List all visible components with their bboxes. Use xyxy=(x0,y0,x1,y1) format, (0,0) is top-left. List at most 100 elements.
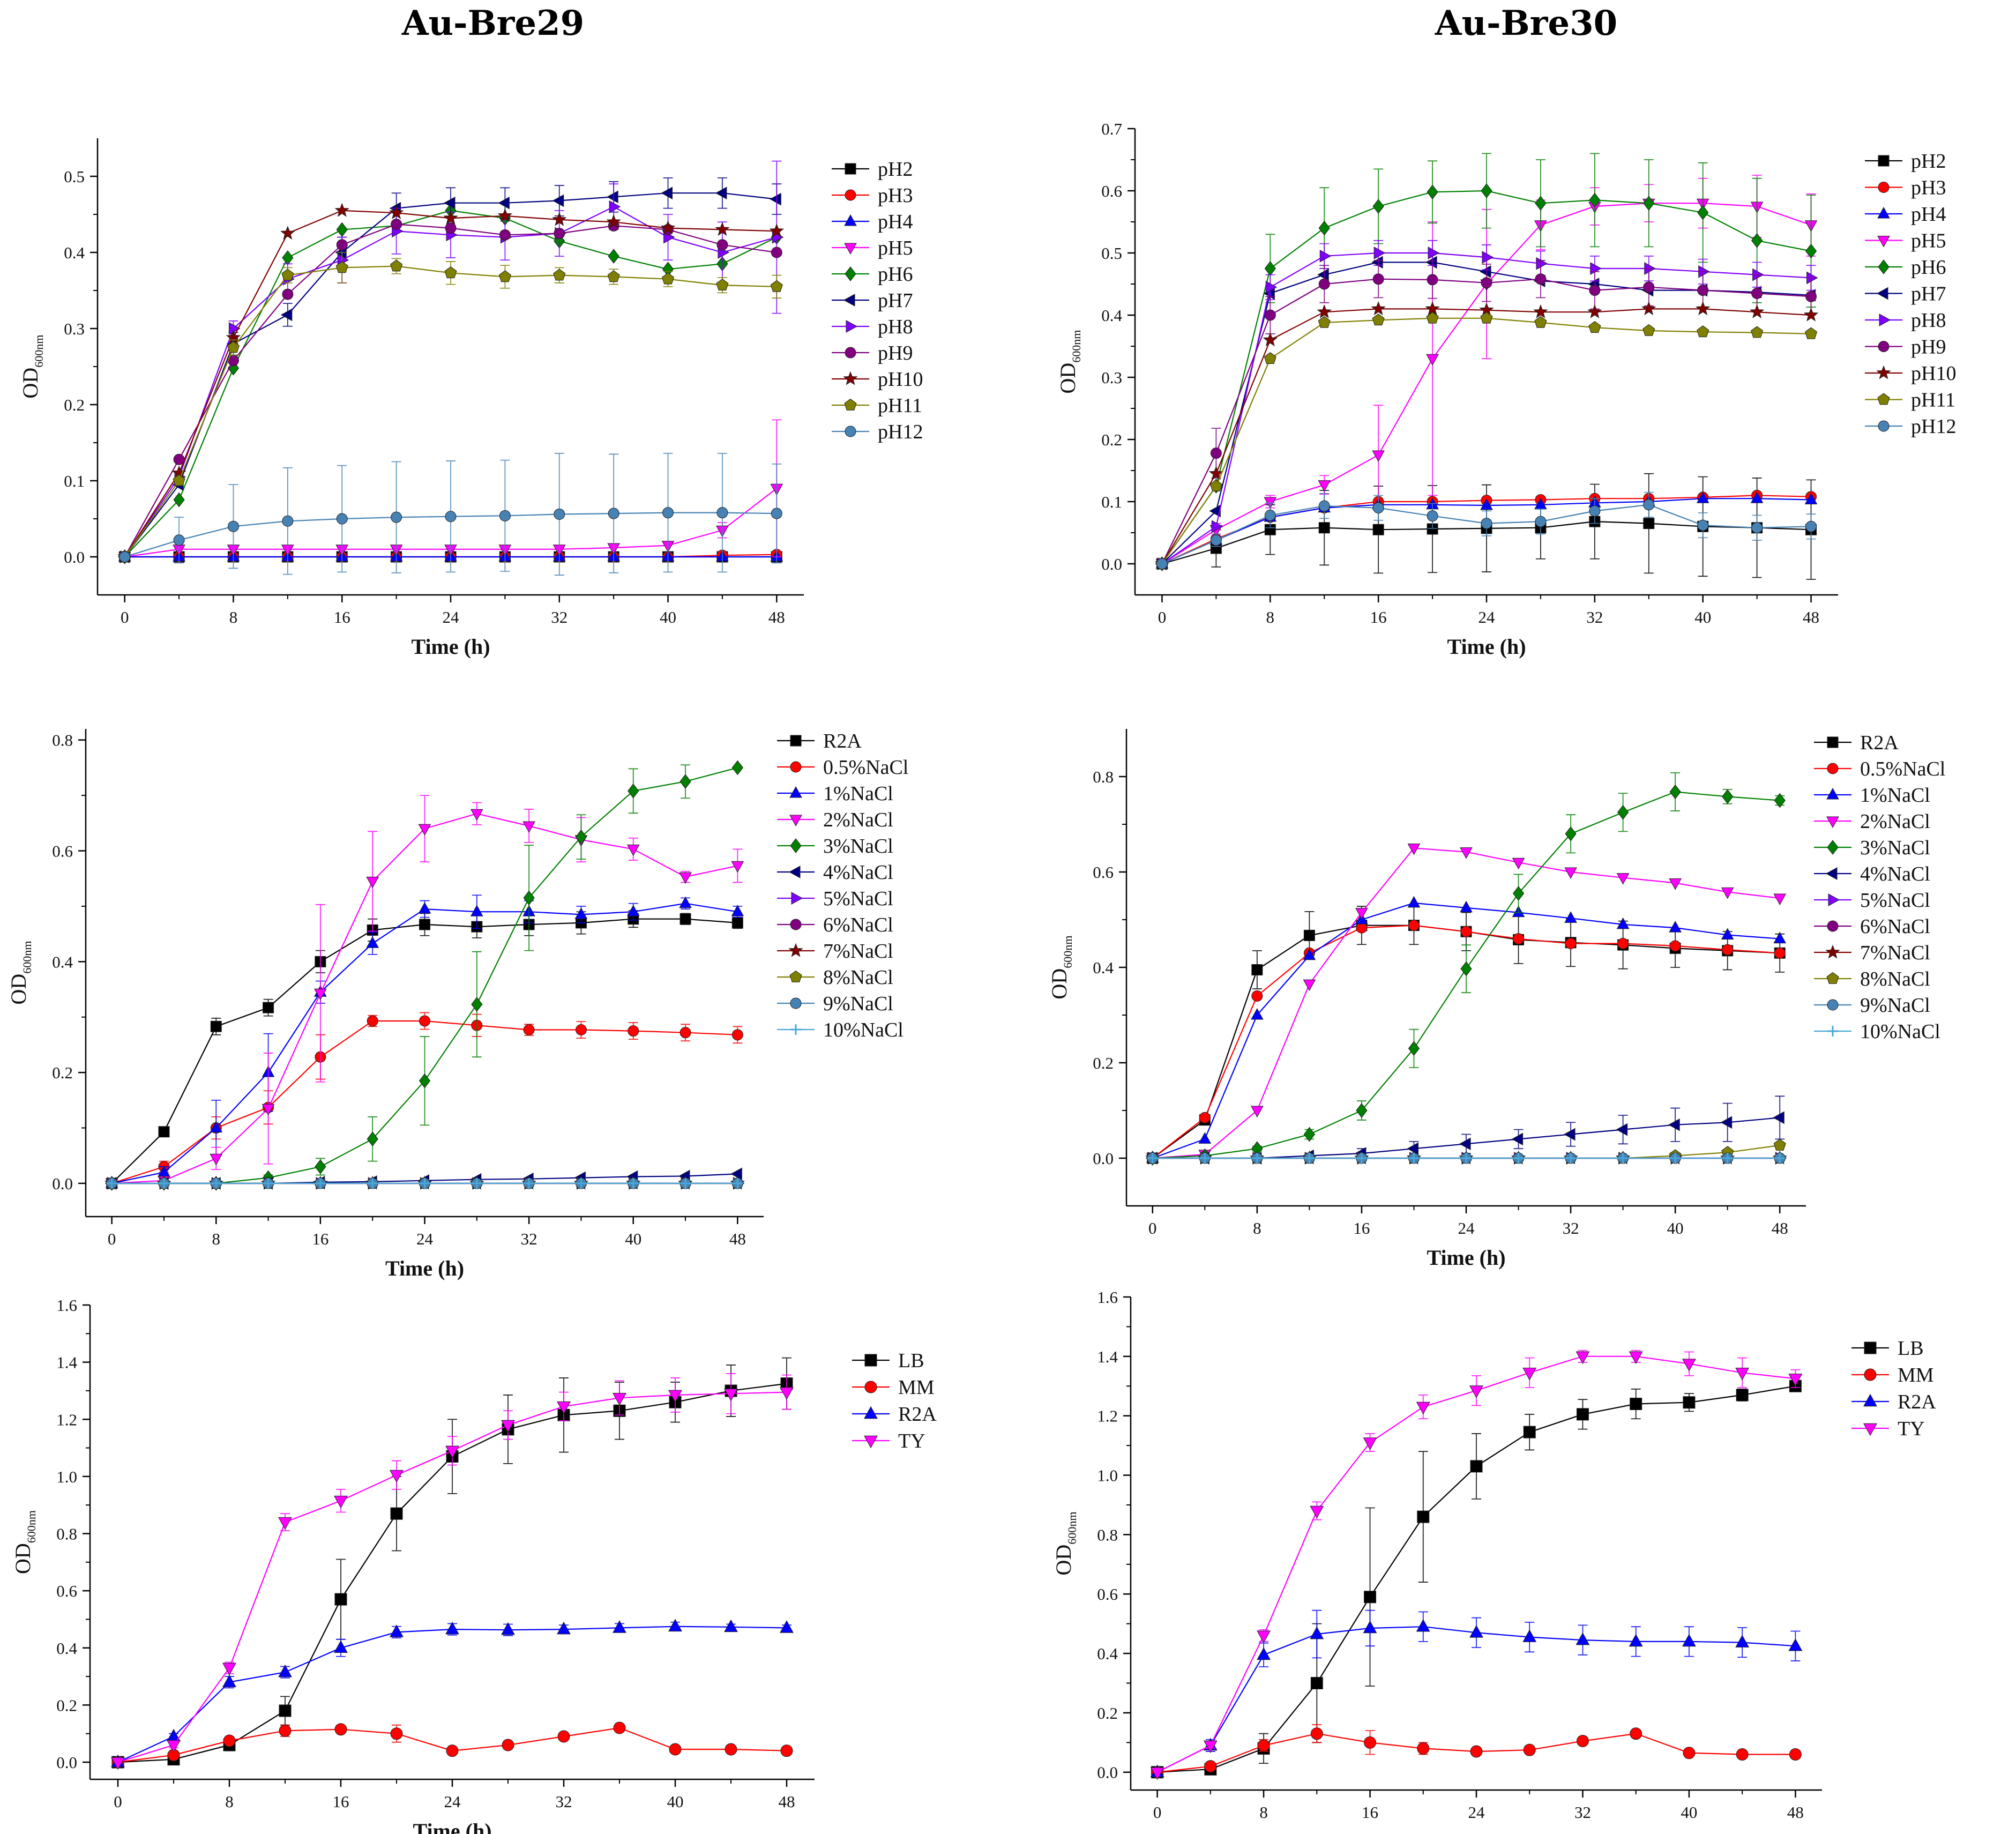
point-ty xyxy=(1203,1740,1218,1754)
point-1pctnacl xyxy=(626,905,640,916)
point-ph11 xyxy=(1642,324,1655,336)
x-tick-label: 48 xyxy=(768,608,785,627)
legend-marker-0-5pctnacl xyxy=(790,761,802,773)
point-ph12 xyxy=(771,508,782,519)
y-tick-label: 0.4 xyxy=(52,952,73,971)
point-1pctnacl xyxy=(1669,921,1682,933)
point-ph10 xyxy=(1695,301,1711,316)
point-ph6 xyxy=(1751,233,1763,248)
point-mm xyxy=(1630,1727,1642,1740)
legend-marker-6pctnacl xyxy=(1827,920,1839,932)
point-2pctnacl xyxy=(418,824,431,836)
point-ph11 xyxy=(390,259,403,272)
point-10pctnacl xyxy=(732,1177,743,1189)
point-2pctnacl xyxy=(1773,893,1787,905)
point-ph9 xyxy=(499,229,511,241)
x-tick-label: 40 xyxy=(660,608,676,627)
x-tick-label: 8 xyxy=(229,608,238,627)
point-10pctnacl xyxy=(1408,1153,1420,1164)
point-ph2 xyxy=(1643,518,1655,530)
y-tick-label: 0.7 xyxy=(1101,120,1122,138)
point-r2a xyxy=(613,1620,626,1633)
x-tick-label: 40 xyxy=(1694,608,1711,627)
point-r2a xyxy=(278,1664,292,1678)
point-ph11 xyxy=(1534,316,1547,328)
point-ty xyxy=(1310,1505,1324,1519)
point-2pctnacl xyxy=(1669,878,1682,890)
point-ty xyxy=(724,1388,738,1401)
point-ph8 xyxy=(1319,249,1332,263)
legend-marker-9pctnacl xyxy=(1827,999,1839,1011)
chart-nacl-au-bre29: 0 8 16 24 32 40 48 0.0 0.2 0.4 0.6 0.8 Time (h) OD600… xyxy=(6,729,908,1280)
point-ph11 xyxy=(1372,314,1385,326)
x-tick-label: 48 xyxy=(1803,608,1819,627)
point-lb xyxy=(1310,1676,1323,1689)
point-ph6 xyxy=(1805,243,1817,259)
point-ph9 xyxy=(1751,287,1763,299)
x-tick-label: 16 xyxy=(334,608,350,627)
x-tick-label: 0 xyxy=(121,608,129,627)
point-ty xyxy=(1522,1368,1537,1381)
legend-marker-mm xyxy=(864,1381,877,1393)
point-lb xyxy=(1683,1396,1696,1409)
point-r2a xyxy=(1576,1632,1590,1645)
x-tick-label: 24 xyxy=(1468,1803,1485,1822)
legend: LB MM R2A TY xyxy=(1851,1337,1936,1440)
point-ph12 xyxy=(282,515,294,527)
point-ph7 xyxy=(1425,256,1437,269)
legend-label-r2a: R2A xyxy=(823,730,862,752)
point-ph12 xyxy=(1372,502,1384,514)
legend: LB MM R2A TY xyxy=(852,1350,937,1452)
y-tick-label: 1.6 xyxy=(1097,1288,1118,1307)
point-ph10 xyxy=(1803,307,1819,322)
y-axis-label: OD600nm xyxy=(6,941,34,1005)
x-tick-label: 40 xyxy=(625,1229,641,1248)
point-0-5pctnacl xyxy=(628,1025,639,1037)
point-1pctnacl xyxy=(1303,948,1316,960)
x-tick-label: 0 xyxy=(108,1229,116,1248)
legend-marker-10pctnacl xyxy=(790,1024,801,1035)
point-3pctnacl xyxy=(731,760,743,776)
legend-label-4pctnacl: 4%NaCl xyxy=(823,861,893,884)
legend-label-ph10: pH10 xyxy=(878,368,923,391)
point-ty xyxy=(1363,1437,1377,1450)
point-2pctnacl xyxy=(679,872,692,884)
point-r2a xyxy=(334,1640,348,1653)
point-ph7 xyxy=(1209,504,1221,518)
legend-marker-ph3 xyxy=(1878,182,1890,193)
legend-marker-2pctnacl xyxy=(1826,816,1839,829)
point-3pctnacl xyxy=(1669,784,1681,800)
point-ph12 xyxy=(1318,500,1330,512)
point-2pctnacl xyxy=(314,988,327,1001)
point-ty xyxy=(1469,1385,1483,1398)
point-r2a xyxy=(1303,929,1315,941)
point-ph12 xyxy=(119,551,131,563)
point-ty xyxy=(1576,1351,1590,1365)
point-3pctnacl xyxy=(1617,804,1629,820)
legend-label-ph3: pH3 xyxy=(1911,177,1946,199)
column-title-left: Au-Bre29 xyxy=(401,3,585,43)
legend-label-ph11: pH11 xyxy=(878,394,922,417)
legend-marker-0-5pctnacl xyxy=(1827,763,1839,774)
x-tick-label: 32 xyxy=(521,1229,537,1248)
line-2pctnacl xyxy=(111,813,738,1184)
point-ph10 xyxy=(1641,301,1656,316)
y-tick-label: 0.6 xyxy=(56,1582,77,1600)
point-0-5pctnacl xyxy=(1408,920,1420,931)
series-ph9 xyxy=(1156,260,1817,570)
point-ty xyxy=(1735,1368,1750,1381)
point-ph6 xyxy=(1372,199,1384,214)
chart-ph-au-bre29: 0 8 16 24 32 40 48 0.0 0.1 0.2 0.3 0.4 0.5 Time (h) OD… xyxy=(18,138,923,659)
legend-marker-ph9 xyxy=(845,347,856,359)
point-3pctnacl xyxy=(1356,1103,1368,1118)
point-ph11 xyxy=(1264,352,1276,364)
legend-label-ph12: pH12 xyxy=(878,421,923,443)
legend-marker-7pctnacl xyxy=(788,943,803,957)
point-ph10 xyxy=(1208,466,1224,480)
point-ph7 xyxy=(552,194,564,207)
legend-label-9pctnacl: 9%NaCl xyxy=(823,993,893,1015)
x-tick-label: 24 xyxy=(443,608,460,627)
point-0-5pctnacl xyxy=(1722,944,1734,956)
point-mm xyxy=(1257,1739,1270,1752)
point-mm xyxy=(1576,1735,1589,1748)
